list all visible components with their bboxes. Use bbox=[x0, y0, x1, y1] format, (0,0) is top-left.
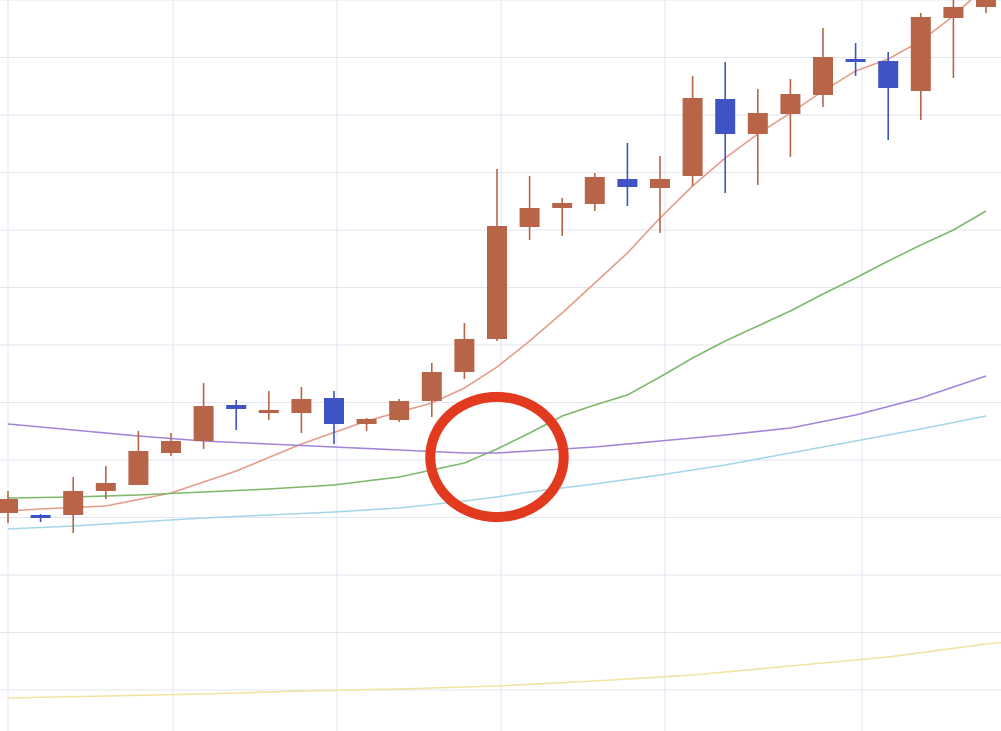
highlight-circle bbox=[425, 391, 569, 523]
candle-body bbox=[226, 405, 247, 409]
candle bbox=[910, 13, 931, 120]
candle-body bbox=[389, 401, 410, 420]
candle-body bbox=[128, 451, 149, 485]
candle bbox=[161, 433, 181, 456]
candle bbox=[30, 514, 51, 522]
candle bbox=[454, 323, 475, 379]
candle bbox=[519, 176, 540, 240]
candle-body bbox=[291, 399, 312, 413]
annotations bbox=[425, 391, 569, 523]
candle-body bbox=[650, 179, 670, 188]
candle-body bbox=[976, 0, 996, 7]
candle bbox=[780, 79, 801, 157]
candle-body bbox=[715, 99, 736, 134]
candle bbox=[747, 89, 768, 185]
candle-body bbox=[617, 179, 638, 187]
series-line-5 bbox=[7, 641, 1001, 699]
candle bbox=[258, 391, 279, 420]
candle-body bbox=[552, 203, 573, 208]
candle bbox=[226, 400, 247, 430]
candle-body bbox=[682, 98, 703, 176]
candle-body bbox=[161, 441, 181, 453]
candle-body bbox=[324, 398, 344, 424]
candle bbox=[552, 198, 573, 236]
candle bbox=[193, 383, 214, 449]
candle-body bbox=[356, 419, 377, 424]
candle-body bbox=[30, 515, 51, 518]
candle-body bbox=[95, 483, 116, 491]
series-line-4 bbox=[7, 415, 987, 530]
candle bbox=[976, 0, 996, 13]
candle-body bbox=[258, 410, 279, 413]
candle bbox=[356, 418, 377, 431]
candle bbox=[389, 399, 410, 422]
candle-body bbox=[63, 491, 84, 515]
candle bbox=[584, 173, 605, 211]
candle bbox=[421, 363, 442, 417]
candle bbox=[291, 387, 312, 433]
candle bbox=[324, 391, 344, 444]
candle bbox=[617, 143, 638, 206]
candle-body bbox=[0, 499, 18, 513]
candle-body bbox=[454, 339, 475, 372]
candle-body bbox=[910, 17, 931, 91]
candle bbox=[0, 491, 18, 523]
candle bbox=[715, 62, 736, 193]
candle bbox=[128, 431, 149, 485]
candle-body bbox=[845, 59, 866, 62]
candle bbox=[845, 43, 866, 76]
candle-body bbox=[421, 372, 442, 401]
candle-body bbox=[813, 57, 833, 95]
candle bbox=[878, 52, 899, 140]
candle-body bbox=[878, 61, 899, 88]
candle-body bbox=[487, 226, 507, 339]
candle bbox=[813, 28, 833, 107]
candle-body bbox=[519, 208, 540, 227]
candle-body bbox=[780, 94, 801, 114]
candle-body bbox=[584, 177, 605, 204]
candles bbox=[0, 0, 996, 533]
moving-average-lines bbox=[7, 0, 1001, 699]
candle-body bbox=[943, 7, 964, 18]
candle bbox=[487, 169, 507, 341]
candle bbox=[63, 477, 84, 533]
series-line-3 bbox=[7, 375, 987, 454]
series-line-2 bbox=[7, 210, 987, 499]
candle bbox=[650, 156, 670, 233]
candle-body bbox=[747, 113, 768, 134]
candle bbox=[682, 76, 703, 186]
candle bbox=[95, 466, 116, 499]
candle bbox=[943, 0, 964, 78]
candle-body bbox=[193, 406, 214, 441]
